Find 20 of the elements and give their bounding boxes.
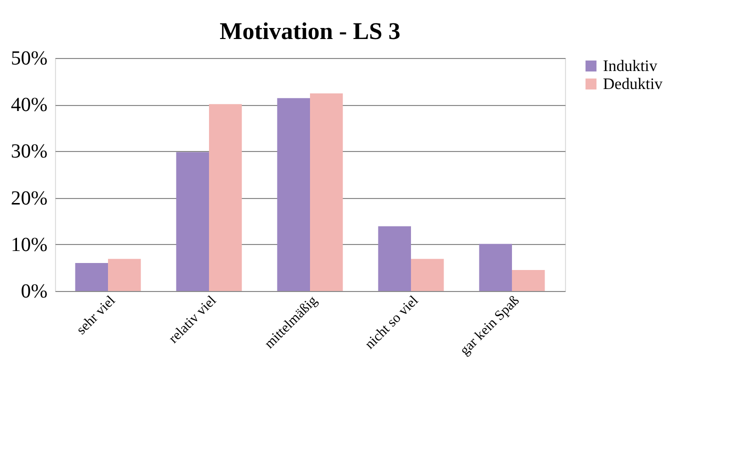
bar (75, 263, 108, 291)
legend-label: Induktiv (603, 58, 658, 75)
y-tick-label: 50% (10, 48, 48, 70)
y-tick-label: 30% (10, 140, 48, 163)
y-tick-label: 10% (10, 234, 48, 256)
chart-title: Motivation - LS 3 (220, 19, 400, 45)
y-tick-label: 20% (10, 187, 48, 210)
bar (209, 104, 242, 291)
bar (310, 93, 343, 291)
bar (410, 258, 444, 291)
x-tick-label: sehr viel (74, 293, 119, 338)
bar (108, 258, 141, 291)
bar (378, 226, 411, 291)
bar (512, 270, 545, 291)
y-tick-label: 40% (10, 94, 48, 116)
bar (176, 152, 210, 291)
bar (479, 244, 512, 291)
bar (277, 98, 310, 291)
legend-label: Deduktiv (603, 76, 663, 93)
y-tick-label: 0% (20, 280, 48, 302)
